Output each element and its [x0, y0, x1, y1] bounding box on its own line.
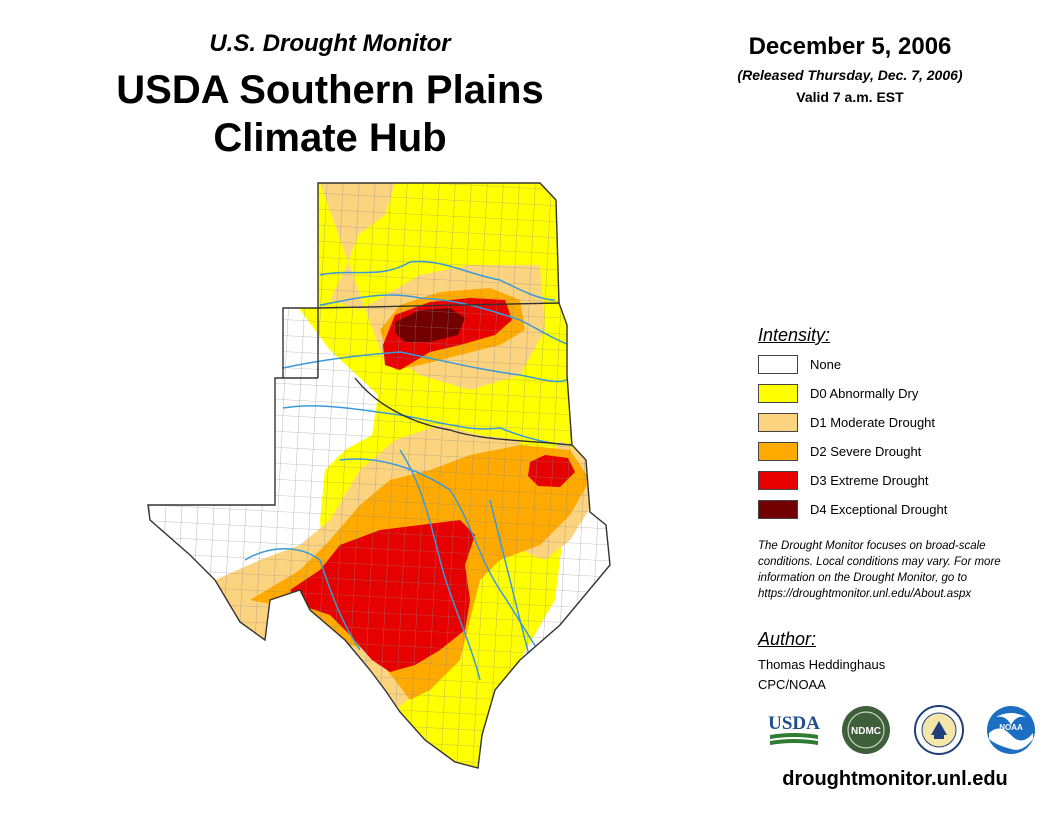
- legend-label: D3 Extreme Drought: [810, 473, 929, 488]
- legend-label: D1 Moderate Drought: [810, 415, 936, 430]
- legend-swatch: [758, 355, 798, 374]
- map-title: USDA Southern Plains Climate Hub: [60, 66, 600, 162]
- legend-label: D4 Exceptional Drought: [810, 502, 948, 517]
- drought-monitor-url[interactable]: droughtmonitor.unl.edu: [782, 768, 1008, 790]
- author-title: Author:: [758, 629, 817, 649]
- svg-text:USDA: USDA: [768, 713, 820, 734]
- legend-swatch: [758, 413, 798, 432]
- author-name: Thomas Heddinghaus: [758, 657, 886, 672]
- legend-title: Intensity:: [758, 325, 831, 345]
- legend-swatch: [758, 442, 798, 461]
- disclaimer-note: The Drought Monitor focuses on broad-sca…: [758, 540, 1001, 600]
- svg-text:NOAA: NOAA: [999, 723, 1023, 732]
- rivers: [244, 260, 576, 681]
- legend-swatch: [758, 471, 798, 490]
- legend-swatch: [758, 384, 798, 403]
- release-date: (Released Thursday, Dec. 7, 2006): [737, 67, 963, 83]
- drought-map: [147, 182, 611, 769]
- commerce-seal-icon: [914, 705, 964, 755]
- map-date: December 5, 2006: [748, 33, 952, 60]
- legend-label: None: [810, 357, 842, 372]
- kansas-oklahoma-border: [317, 302, 560, 309]
- drought-areas: [148, 183, 610, 768]
- noaa-logo-icon: NOAA: [987, 706, 1035, 754]
- ndmc-logo-icon: NDMC: [842, 706, 890, 754]
- usda-logo-icon: USDA: [768, 713, 820, 745]
- valid-time: Valid 7 a.m. EST: [796, 89, 904, 105]
- legend-swatch: [758, 500, 798, 519]
- map-subtitle: U.S. Drought Monitor: [209, 30, 451, 57]
- legend-label: D0 Abnormally Dry: [810, 386, 919, 401]
- county-lines: [148, 183, 610, 768]
- svg-text:NDMC: NDMC: [851, 726, 881, 737]
- map-title-line2: Climate Hub: [213, 116, 447, 160]
- map-title-line1: USDA Southern Plains: [116, 68, 544, 112]
- author-org: CPC/NOAA: [758, 677, 826, 692]
- legend-label: D2 Severe Drought: [810, 444, 922, 459]
- oklahoma-texas-border: [283, 308, 573, 446]
